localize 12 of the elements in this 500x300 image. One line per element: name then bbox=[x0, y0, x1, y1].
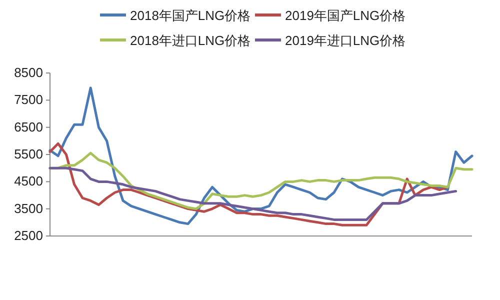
y-tick-label: 3500 bbox=[14, 200, 43, 216]
y-tick-label: 8500 bbox=[14, 65, 43, 80]
y-tick-label: 5500 bbox=[14, 146, 43, 162]
legend-label: 2019年国产LNG价格 bbox=[285, 8, 406, 23]
legend-label: 2018年进口LNG价格 bbox=[130, 33, 251, 48]
legend-label: 2019年进口LNG价格 bbox=[285, 33, 406, 48]
line-series bbox=[48, 166, 458, 221]
y-tick-label: 2500 bbox=[14, 228, 43, 243]
y-tick-label: 6500 bbox=[14, 119, 43, 134]
y-tick-label: 4500 bbox=[14, 174, 43, 189]
y-tick-label: 7500 bbox=[14, 92, 43, 108]
legend-label: 2018年国产LNG价格 bbox=[130, 8, 251, 23]
